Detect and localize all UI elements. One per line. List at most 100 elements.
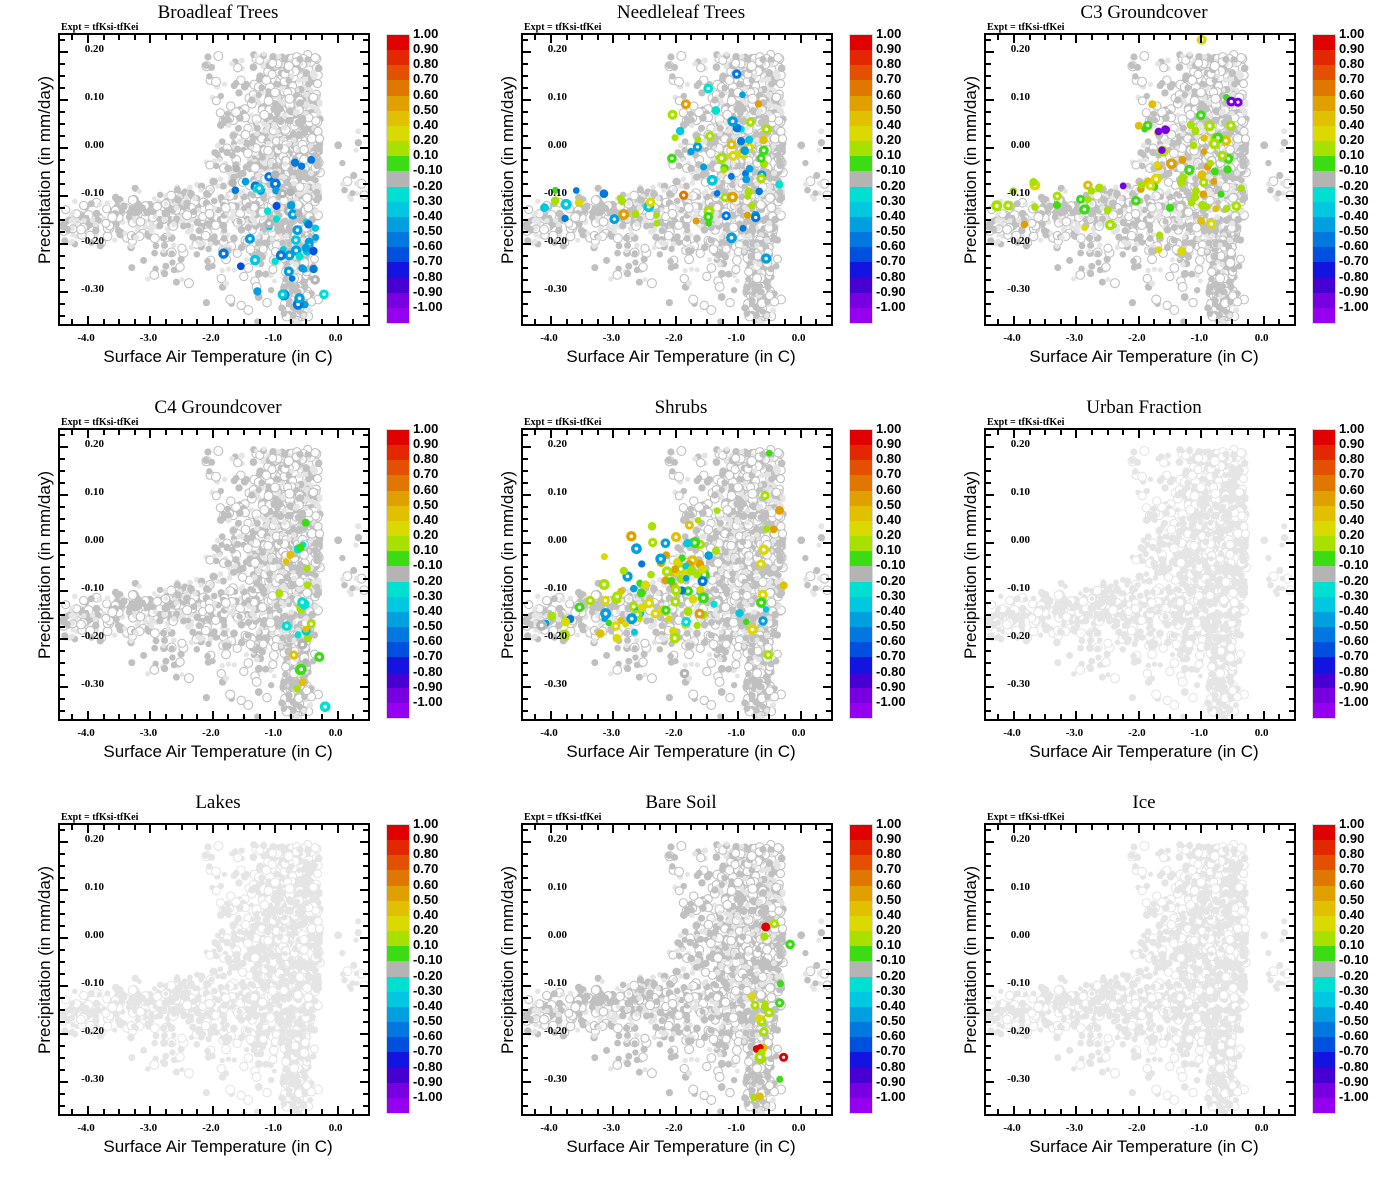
y-tick-major-right (360, 1080, 368, 1083)
colorbar-tick-label: -0.30 (1339, 982, 1369, 998)
x-tick-minor-top (1106, 430, 1109, 435)
colorbar-segment (387, 1082, 409, 1098)
colorbar-tick-label: -0.70 (876, 253, 906, 269)
x-tick-minor-top (706, 430, 709, 435)
x-tick-minor-top (180, 825, 183, 830)
colorbar-tick-label: 0.70 (413, 861, 439, 877)
y-tick-major-right (1286, 637, 1294, 640)
x-tick-minor (367, 714, 368, 719)
colorbar-segment (1313, 171, 1335, 187)
colorbar-segment (1313, 50, 1335, 66)
x-tick-major (674, 711, 677, 719)
y-tick-label: -0.20 (81, 1024, 104, 1037)
colorbar-tick-label: -0.40 (1339, 997, 1369, 1013)
x-tick-minor-top (768, 825, 771, 830)
x-tick-minor-top (1278, 35, 1281, 40)
plot-area (984, 33, 1296, 326)
y-tick-minor (523, 709, 528, 712)
x-tick-minor-top (1153, 430, 1156, 435)
x-tick-major (612, 316, 615, 324)
x-tick-minor (133, 319, 136, 324)
x-tick-minor-top (289, 825, 292, 830)
colorbar-tick-label: 0.60 (1339, 481, 1365, 497)
x-tick-label: 0.0 (791, 727, 806, 739)
x-tick-major (87, 711, 90, 719)
x-tick-label: 0.0 (328, 1122, 343, 1134)
y-tick-minor-right (1289, 517, 1294, 520)
x-tick-label: -1.0 (264, 1122, 282, 1134)
x-tick-minor-top (321, 35, 324, 40)
x-tick-minor (1215, 1109, 1218, 1114)
y-tick-minor-right (363, 1020, 368, 1023)
x-tick-label: 0.0 (791, 1122, 806, 1134)
colorbar-segment (387, 611, 409, 628)
y-tick-major (986, 1080, 994, 1083)
y-tick-label: -0.10 (544, 976, 567, 989)
y-tick-minor-right (1289, 110, 1294, 113)
y-tick-minor-right (1289, 1104, 1294, 1107)
y-tick-major (986, 242, 994, 245)
x-tick-minor-top (227, 35, 230, 40)
x-tick-major (274, 1106, 277, 1114)
y-tick-minor (986, 74, 991, 77)
colorbar (849, 429, 873, 719)
y-tick-minor (986, 565, 991, 568)
scatter-points (523, 839, 831, 1114)
colorbar-tick-label: 0.80 (876, 451, 902, 467)
colorbar-tick-label: -0.60 (1339, 238, 1369, 254)
y-tick-minor-right (363, 302, 368, 305)
scatter-panel-2: C3 Groundcover Expt = tfKsi-tfKei 0.20 0.10… (934, 2, 1388, 397)
x-tick-minor-top (659, 825, 662, 830)
colorbar-segment (1313, 1097, 1335, 1113)
y-tick-major (523, 194, 531, 197)
y-tick-minor (60, 625, 65, 628)
y-tick-minor-right (363, 852, 368, 855)
x-tick-minor (165, 319, 168, 324)
y-tick-minor-right (363, 505, 368, 508)
colorbar-segment (1313, 216, 1335, 233)
y-tick-label: 0.10 (547, 485, 567, 498)
x-tick-major-top (211, 430, 214, 438)
colorbar-segment (850, 1006, 872, 1023)
y-tick-major (60, 936, 68, 939)
y-tick-minor-right (1289, 709, 1294, 712)
x-tick-label: -2.0 (1128, 332, 1146, 344)
colorbar-tick-label: -1.00 (1339, 298, 1369, 314)
x-tick-major-top (674, 430, 677, 438)
x-tick-minor (1231, 1109, 1234, 1114)
y-tick-minor (986, 1044, 991, 1047)
y-tick-minor (523, 278, 528, 281)
y-tick-minor-right (826, 1008, 831, 1011)
colorbar-segment (1313, 247, 1335, 263)
y-tick-major-right (823, 685, 831, 688)
colorbar-segment (387, 991, 409, 1007)
y-tick-label: 0.20 (1010, 42, 1030, 55)
x-tick-major (550, 711, 553, 719)
y-tick-minor-right (363, 457, 368, 460)
y-tick-minor-right (826, 972, 831, 975)
x-tick-major (211, 316, 214, 324)
x-tick-major (799, 1106, 802, 1114)
plot-area (58, 33, 370, 326)
y-tick-minor (523, 38, 528, 41)
colorbar-tick-label: -0.90 (876, 1073, 906, 1089)
colorbar-segment (1313, 991, 1335, 1007)
y-tick-minor (523, 649, 528, 652)
y-tick-label: 0.00 (84, 533, 104, 546)
colorbar-segment (850, 581, 872, 597)
x-tick-major (1075, 316, 1078, 324)
x-tick-minor (367, 319, 368, 324)
x-tick-major-top (799, 430, 802, 438)
colorbar-tick-label: -0.30 (413, 982, 443, 998)
colorbar-segment (387, 505, 409, 521)
y-tick-major-right (360, 1032, 368, 1035)
x-tick-minor (227, 1109, 230, 1114)
y-tick-label: 0.00 (547, 533, 567, 546)
colorbar-tick-label: -0.80 (1339, 268, 1369, 284)
y-tick-label: -0.10 (81, 186, 104, 199)
y-tick-label: -0.30 (81, 282, 104, 295)
colorbar-tick-label: -0.70 (1339, 648, 1369, 664)
x-tick-minor-top (534, 430, 537, 435)
y-tick-major (523, 1080, 531, 1083)
x-tick-minor-top (1059, 430, 1062, 435)
